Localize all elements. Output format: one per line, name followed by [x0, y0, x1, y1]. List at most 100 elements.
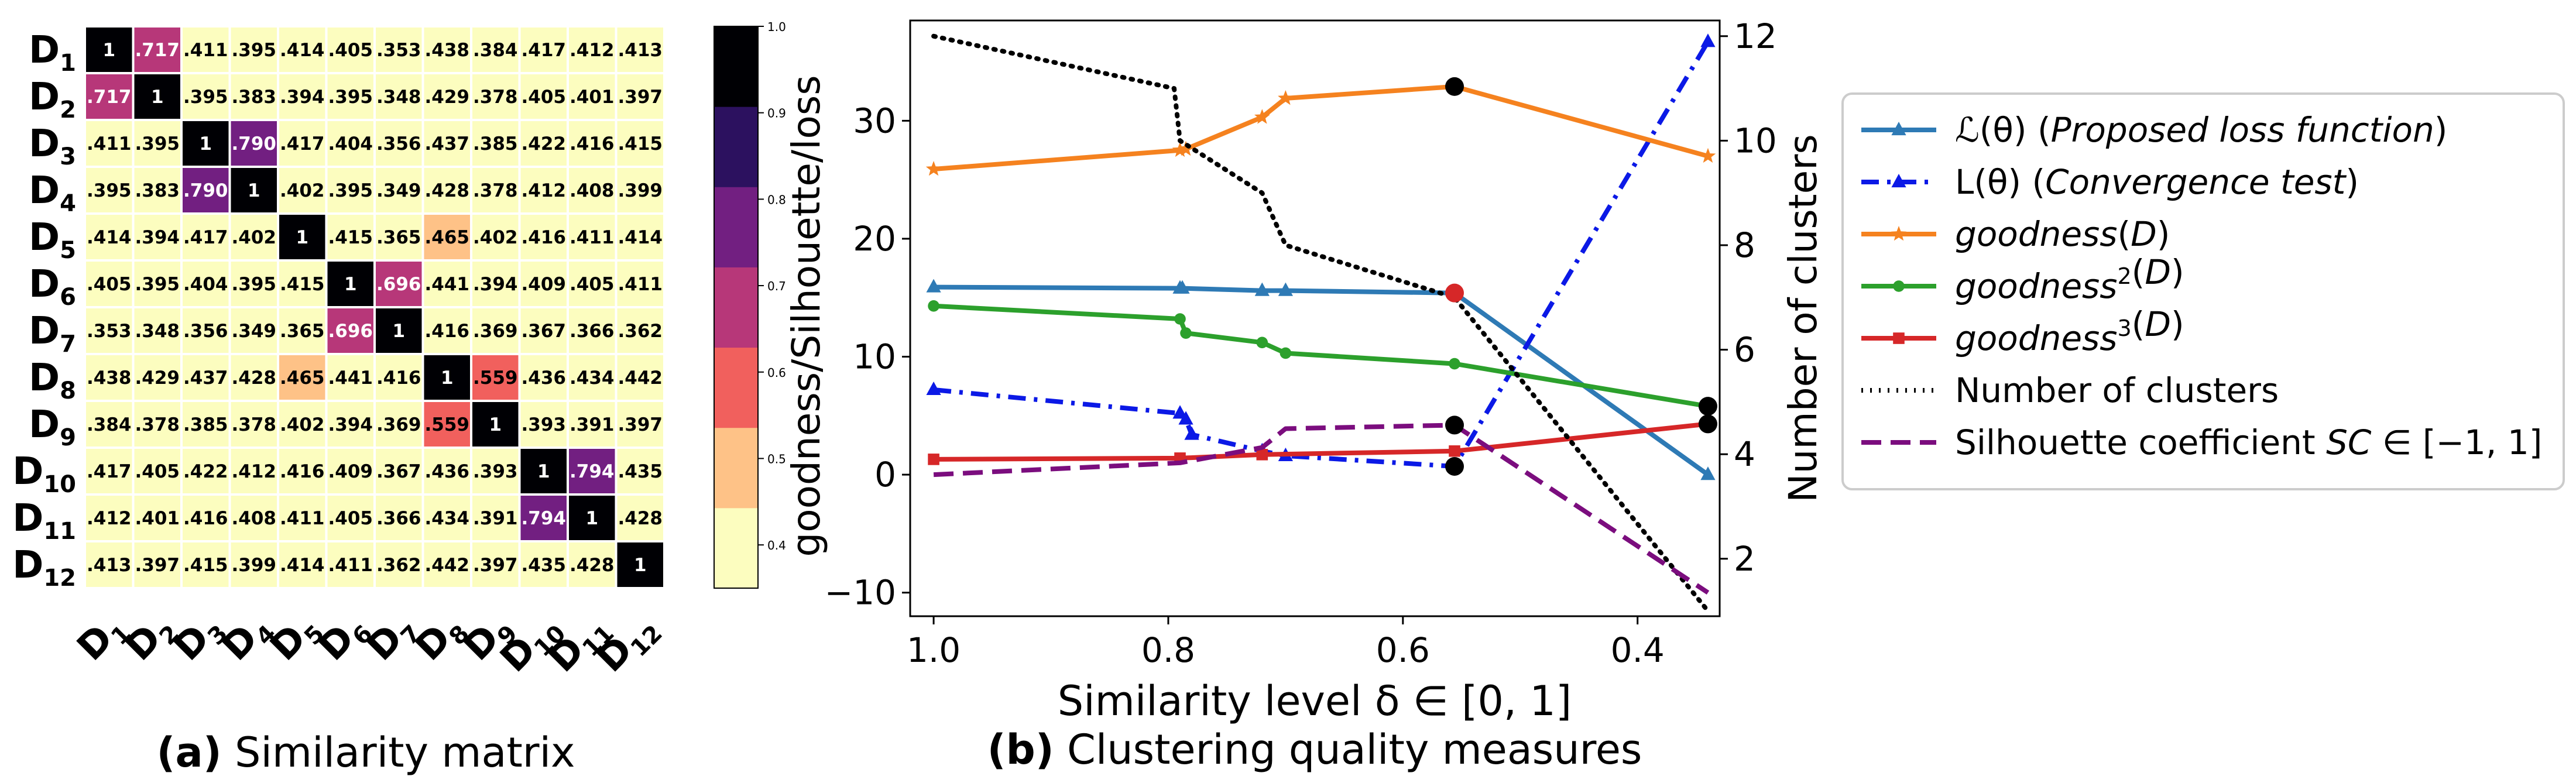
heatmap-cell	[180, 400, 231, 449]
heatmap-cell	[325, 306, 376, 355]
colorbar-segment	[714, 107, 758, 187]
heatmap-cell-label: .414	[87, 227, 132, 248]
heatmap-cell	[228, 353, 279, 402]
heatmap-cell-label: .404	[328, 133, 373, 154]
caption-b: (b) Clustering quality measures	[987, 726, 1642, 774]
heatmap-cell-label: .367	[522, 321, 567, 342]
heatmap-cell	[325, 493, 376, 542]
triangle-marker	[1700, 466, 1716, 480]
heatmap-cell	[421, 447, 472, 496]
heatmap-cell-label: .415	[183, 555, 228, 576]
circle-marker	[1280, 347, 1292, 359]
heatmap-cell-label: .435	[522, 555, 567, 576]
heatmap-cell-label: .790	[183, 180, 228, 201]
row-label: D4	[29, 169, 76, 217]
y2-tick-label: 2	[1734, 539, 1755, 579]
heatmap-cell-label: .435	[618, 461, 663, 482]
heatmap-cell-label: .794	[570, 461, 615, 482]
colorbar-tick-label: 0.8	[767, 193, 786, 207]
square-marker	[1449, 445, 1460, 457]
heatmap-cell-label: .413	[87, 555, 132, 576]
heatmap-cell	[373, 447, 424, 496]
heatmap-cell-label: .378	[473, 87, 518, 108]
heatmap-cell-label: .395	[183, 87, 228, 108]
star-marker	[1891, 226, 1907, 241]
heatmap-cell	[325, 259, 376, 308]
y-tick-label: 30	[853, 101, 896, 140]
heatmap-cell-label: .391	[570, 414, 615, 435]
heatmap-cell	[373, 212, 424, 262]
heatmap-cell-label: .395	[135, 133, 180, 154]
triangle-marker	[1254, 282, 1270, 296]
heatmap-cell-label: .401	[135, 508, 180, 529]
heatmap-cell	[132, 447, 183, 496]
heatmap-cell-label: .416	[280, 461, 325, 482]
colorbar: 0.4 0.5 0.6 0.7 0.8 0.9 1.0	[714, 20, 786, 589]
heatmap-cell-label: .436	[425, 461, 470, 482]
legend: ℒ(θ) (Proposed loss function) L(θ) (Conve…	[1841, 92, 2565, 490]
square-marker	[1256, 449, 1268, 461]
heatmap-cell-label: .417	[280, 133, 325, 154]
heatmap-cell-label: .409	[328, 461, 373, 482]
colorbar-segment	[714, 267, 758, 348]
heatmap-cell-label: .411	[570, 227, 615, 248]
heatmap-cell-label: .415	[618, 133, 663, 154]
panel-a-label: (a)	[157, 729, 222, 777]
heatmap-cell	[277, 306, 328, 355]
heatmap-cell-label: .349	[232, 321, 277, 342]
heatmap-cell-label: .402	[280, 414, 325, 435]
row-label: D1	[29, 29, 76, 77]
heatmap-cell-label: .441	[425, 274, 470, 295]
heatmap-cell-label: 1	[634, 555, 647, 576]
heatmap-cell-label: .428	[570, 555, 615, 576]
x-tick-label: 1.0	[907, 630, 961, 670]
heatmap-cell-label: .369	[473, 321, 518, 342]
star-marker	[1278, 90, 1294, 105]
heatmap-cell-label: 1	[489, 414, 502, 435]
series-lines	[925, 33, 1716, 614]
heatmap-cell-label: 1	[344, 274, 357, 295]
heatmap-cell-label: .434	[570, 368, 615, 389]
circle-marker	[928, 300, 939, 312]
heatmap-cell	[180, 212, 231, 262]
legend-label-goodness: goodness(D)	[1955, 214, 2170, 254]
highlight-point	[1698, 414, 1717, 434]
y2-axis-label: Number of clusters	[1781, 134, 1826, 503]
heatmap-cell-label: .411	[280, 508, 325, 529]
heatmap-cells: 1.717.411.395.414.405.353.438.384.417.41…	[84, 25, 666, 589]
heatmap-cell-label: .348	[135, 321, 180, 342]
triangle-marker	[1891, 122, 1906, 136]
heatmap-cell-label: .362	[376, 555, 421, 576]
heatmap-cell	[132, 212, 183, 262]
plot-frame	[909, 19, 1721, 617]
heatmap-cell-label: .411	[87, 133, 132, 154]
heatmap-cell-label: .442	[618, 368, 663, 389]
x-axis-label: Similarity level δ ∈ [0, 1]	[1058, 677, 1572, 725]
heatmap-cell	[421, 493, 472, 542]
heatmap-cell	[373, 400, 424, 449]
highlight-point	[1445, 415, 1464, 435]
heatmap-cell-label: .405	[87, 274, 132, 295]
panel-a-caption: Similarity matrix	[235, 729, 575, 777]
heatmap-cell-label: .395	[232, 274, 277, 295]
heatmap-cell	[373, 353, 424, 402]
heatmap-cell-label: .414	[618, 227, 663, 248]
heatmap-cell-label: .385	[473, 133, 518, 154]
heatmap-cell	[567, 212, 618, 262]
heatmap-panel: 1.717.411.395.414.405.353.438.384.417.41…	[12, 20, 786, 777]
heatmap-cell	[615, 119, 666, 168]
heatmap-cell	[518, 306, 569, 355]
heatmap-cell	[421, 72, 472, 121]
heatmap-cell-label: .415	[280, 274, 325, 295]
heatmap-cell-label: .437	[183, 368, 228, 389]
heatmap-cell-label: 1	[296, 227, 308, 248]
y-axis-label: goodness/Silhouette/loss	[784, 75, 829, 557]
heatmap-cell-label: .395	[87, 180, 132, 201]
row-label: D9	[29, 403, 76, 451]
heatmap-cell-label: .395	[135, 274, 180, 295]
heatmap-cell	[421, 259, 472, 308]
heatmap-cell	[615, 400, 666, 449]
row-label: D10	[12, 450, 76, 498]
